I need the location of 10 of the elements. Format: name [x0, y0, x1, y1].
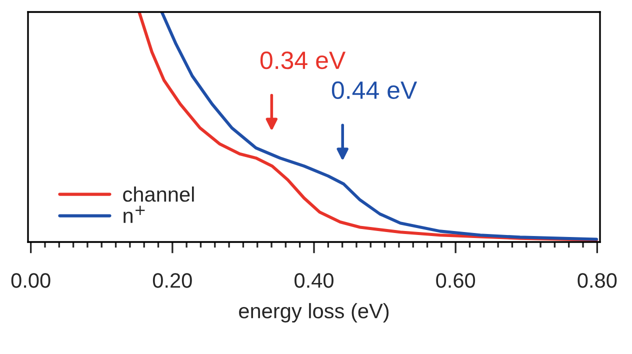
x-axis-title: energy loss (eV) [239, 303, 389, 323]
legend-label: channel [123, 186, 194, 202]
x-tick-label: 0.40 [294, 273, 334, 288]
x-tick-label: 0.80 [578, 273, 617, 288]
legend-label: n$^{+}$ [124, 206, 145, 223]
annotation: 0.44 eV [332, 81, 418, 100]
x-tick-label: 0.20 [152, 273, 192, 288]
annotation: 0.34 eV [260, 51, 346, 70]
x-tick-label: 0.60 [436, 273, 476, 288]
x-tick-label: 0.00 [11, 273, 50, 288]
